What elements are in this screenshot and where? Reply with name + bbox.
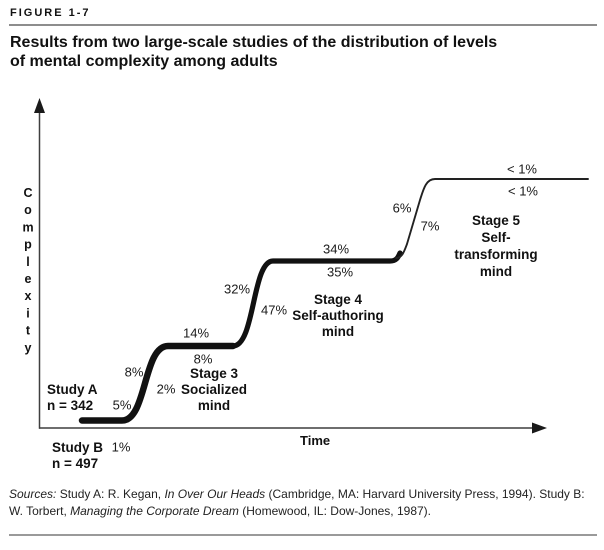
pct-stage3-study-b: 8%: [193, 351, 213, 367]
study-b-label: Study B n = 497: [52, 440, 103, 472]
stage-3-title: Stage 3: [189, 366, 239, 381]
stage-5-subtitle: Self-transforming: [454, 230, 538, 262]
x-axis-label: Time: [300, 433, 331, 448]
pct-rise-stage4-study-b: 47%: [260, 302, 288, 318]
stage-4-subtitle: Self-authoring: [292, 308, 384, 323]
sources-book-2: Managing the Corporate Dream: [70, 504, 239, 518]
pct-stage4-study-a: 34%: [322, 241, 350, 257]
sources-prefix: Sources:: [9, 487, 57, 501]
stage-5-label: Stage 5 Self-transforming mind: [442, 212, 550, 280]
x-axis-arrowhead-icon: [532, 422, 547, 434]
sources-text-1: Study A: R. Kegan,: [56, 487, 165, 501]
figure-title: Results from two large-scale studies of …: [10, 33, 592, 71]
pct-rise-stage5-study-b: 7%: [420, 218, 440, 234]
stage-3-label: Stage 3 Socialized mind: [181, 366, 247, 414]
figure-label: FIGURE 1-7: [10, 7, 91, 19]
pct-rise-stage3-study-a: 8%: [124, 364, 144, 380]
pct-stage3-study-a: 14%: [182, 325, 210, 341]
complexity-curve-lower: [78, 342, 237, 424]
pct-below-stage3-study-a: 5%: [112, 397, 132, 413]
pct-rise-stage5-study-a: 6%: [392, 200, 412, 216]
study-a-label: Study A n = 342: [47, 382, 98, 414]
study-a-n: n = 342: [47, 398, 94, 413]
sources-text-3: (Homewood, IL: Dow-Jones, 1987).: [238, 504, 431, 518]
pct-below-stage3-study-b: 1%: [111, 439, 131, 455]
pct-rise-stage4-study-a: 32%: [223, 281, 251, 297]
study-b-n: n = 497: [52, 456, 99, 471]
y-axis-arrowhead-icon: [34, 98, 45, 113]
study-b-name: Study B: [52, 440, 104, 455]
figure-title-line2: of mental complexity among adults: [10, 53, 278, 70]
stage-5-subtitle2: mind: [479, 264, 513, 279]
pct-stage5-study-a: < 1%: [507, 161, 537, 177]
stage-3-subtitle: Socialized: [180, 382, 248, 397]
y-axis-label: Complexity: [21, 186, 35, 358]
bottom-rule: [9, 534, 597, 536]
sources-text-2: (Cambridge, MA: Harvard University Press…: [9, 487, 585, 518]
figure-title-line1: Results from two large-scale studies of …: [10, 34, 498, 51]
pct-stage5-study-b: < 1%: [508, 183, 538, 199]
sources-note: Sources: Study A: R. Kegan, In Over Our …: [9, 486, 601, 520]
complexity-curve-upper: [395, 178, 589, 259]
top-rule: [9, 24, 597, 26]
sources-book-1: In Over Our Heads: [164, 487, 266, 501]
pct-rise-stage3-study-b: 2%: [156, 381, 176, 397]
stage-4-subtitle2: mind: [321, 324, 355, 339]
pct-stage4-study-b: 35%: [326, 264, 354, 280]
stage-4-title: Stage 4: [313, 292, 363, 307]
stage-4-label: Stage 4 Self-authoring mind: [292, 292, 384, 340]
stage-5-title: Stage 5: [471, 213, 521, 228]
stage-3-subtitle2: mind: [197, 398, 231, 413]
study-a-name: Study A: [47, 382, 98, 397]
